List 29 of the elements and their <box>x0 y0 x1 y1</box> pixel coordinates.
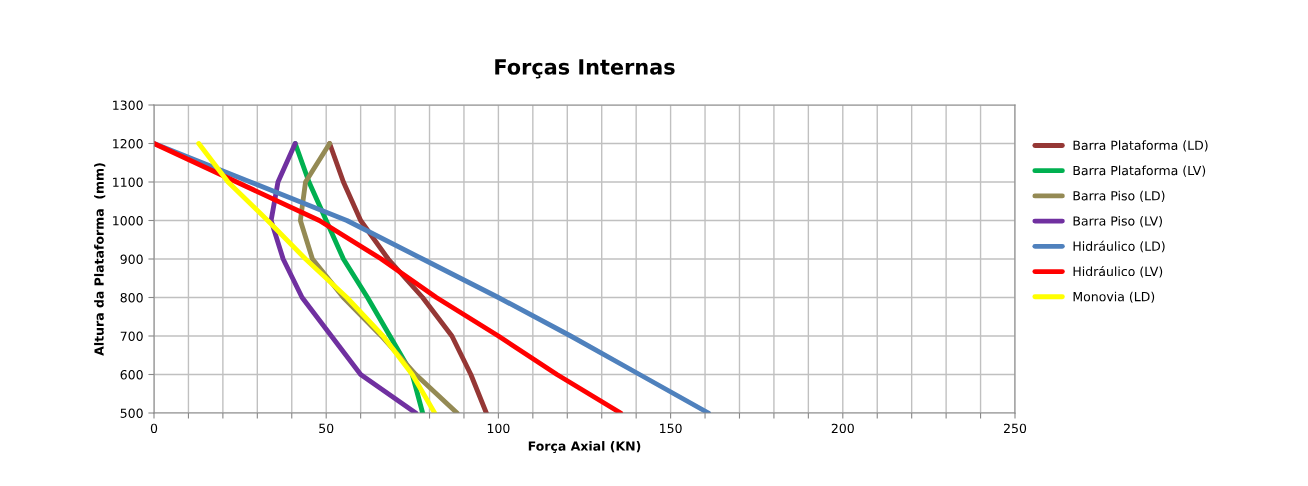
legend-label: Hidráulico (LD) <box>1073 240 1165 253</box>
chart-title: Forças Internas <box>495 59 675 79</box>
legend-label: Barra Piso (LD) <box>1073 190 1165 202</box>
y-axis-title: Altura da Plataforma (mm) <box>94 163 106 356</box>
x-tick-label: 150 <box>660 423 682 434</box>
x-axis-title: Força Axial (KN) <box>528 441 641 454</box>
legend-label: Barra Piso (LV) <box>1073 215 1162 228</box>
line-series <box>154 141 711 413</box>
x-tick-label: 50 <box>319 423 334 434</box>
legend-label: Monovia (LD) <box>1073 291 1155 303</box>
line-series <box>196 141 438 413</box>
y-tick-label: 600 <box>120 369 143 380</box>
y-tick-label: 1100 <box>113 177 143 187</box>
y-tick-label: 1000 <box>113 215 143 226</box>
y-tick-label: 900 <box>120 254 143 264</box>
legend-label: Barra Plataforma (LD) <box>1073 140 1208 152</box>
x-tick-label: 200 <box>831 423 854 434</box>
legend-label: Barra Plataforma (LV) <box>1073 165 1206 177</box>
line-series <box>154 141 624 413</box>
y-tick-label: 500 <box>120 408 143 418</box>
x-tick-label: 250 <box>1003 423 1027 434</box>
legend-label: Hidráulico (LV) <box>1073 265 1163 278</box>
y-tick-label: 700 <box>120 331 143 341</box>
line-series <box>268 141 419 413</box>
y-tick-label: 1300 <box>113 100 143 110</box>
y-tick-label: 800 <box>120 292 143 303</box>
x-tick-label: 0 <box>150 423 158 434</box>
y-tick-label: 1200 <box>113 138 143 149</box>
x-tick-label: 100 <box>487 423 510 434</box>
